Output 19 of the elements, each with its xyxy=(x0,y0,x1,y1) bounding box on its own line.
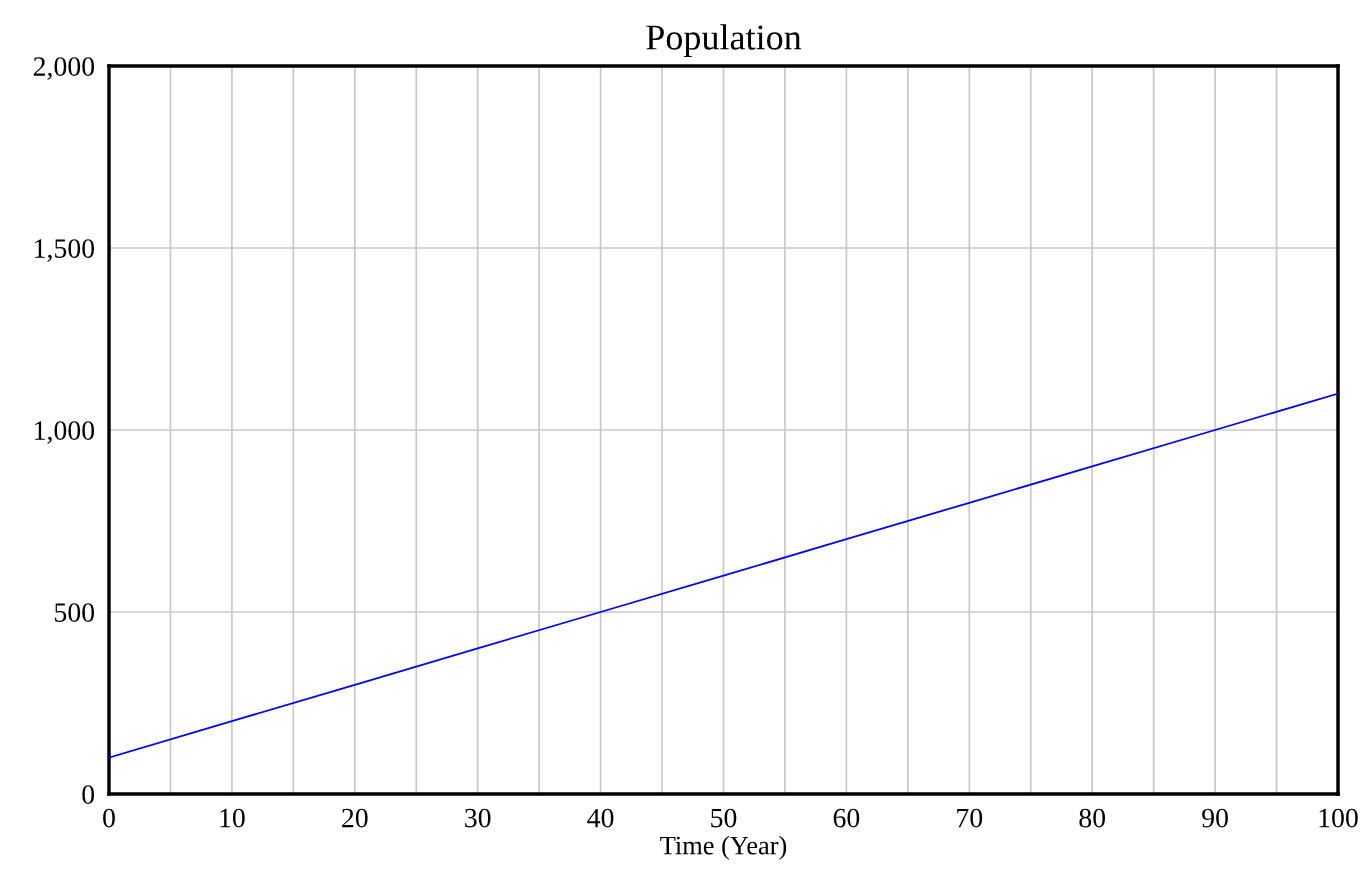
x-tick-label: 70 xyxy=(957,808,983,828)
x-tick-label: 20 xyxy=(342,808,368,828)
x-tick-label: 40 xyxy=(587,808,614,828)
x-tick-label: 90 xyxy=(1202,808,1228,828)
chart-title: Population xyxy=(646,24,802,58)
x-tick-label: 80 xyxy=(1079,808,1106,828)
y-tick-label: 500 xyxy=(55,603,95,622)
x-tick-label: 0 xyxy=(103,808,115,828)
y-tick-label: 0 xyxy=(82,785,95,804)
x-tick-label: 100 xyxy=(1319,808,1358,828)
y-tick-label: 1,500 xyxy=(35,239,95,262)
x-tick-label: 60 xyxy=(833,808,860,828)
x-tick-label: 50 xyxy=(711,808,737,828)
line-series xyxy=(109,392,1338,759)
x-tick-label: 30 xyxy=(465,808,491,828)
y-tick-label: 1,000 xyxy=(35,421,95,444)
y-tick-label: 2,000 xyxy=(33,57,95,80)
x-tick-label: 10 xyxy=(220,808,245,828)
x-axis-title: Time (Year) xyxy=(660,835,787,860)
